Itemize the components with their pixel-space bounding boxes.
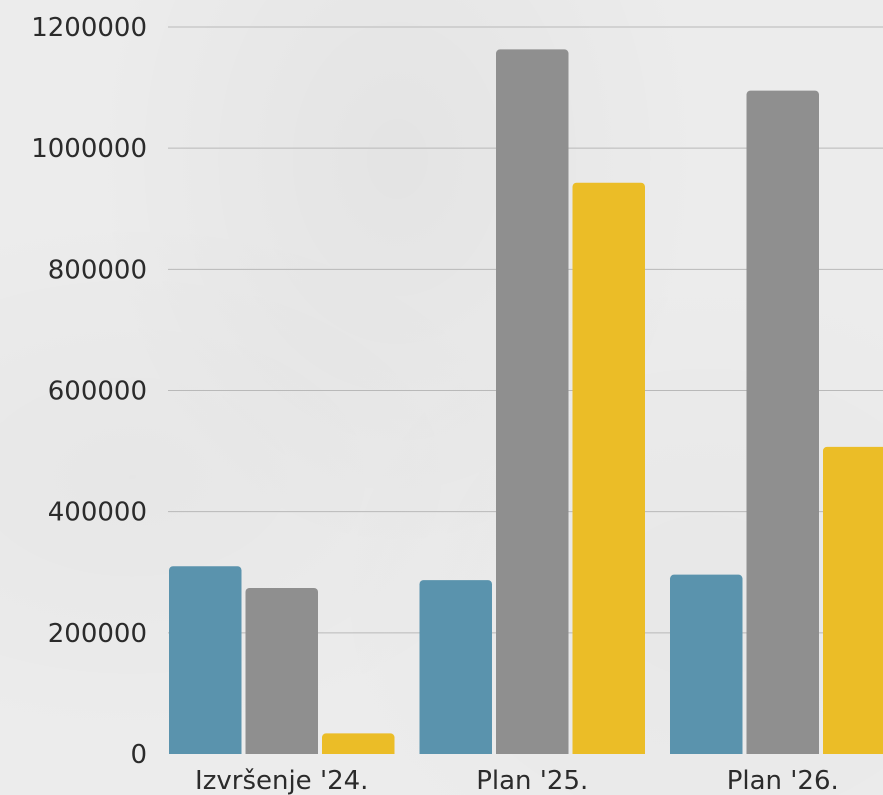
x-axis-categories: Izvršenje '24. Plan '25. Plan '26. <box>195 766 839 795</box>
y-tick-label-800000: 800000 <box>48 255 147 285</box>
bar-1-series-1 <box>169 566 242 754</box>
y-tick-label-200000: 200000 <box>48 619 147 649</box>
bar-3-series-2 <box>746 90 819 754</box>
bars <box>169 49 883 754</box>
bar-1-series-2 <box>245 588 318 754</box>
y-tick-label-1200000: 1200000 <box>31 13 147 43</box>
y-tick-label-600000: 600000 <box>48 377 147 407</box>
bar-2-series-3 <box>572 182 645 754</box>
bar-2-series-2 <box>496 49 569 754</box>
bar-1-series-3 <box>322 733 395 754</box>
bar-2-series-1 <box>419 580 492 754</box>
bar-3-series-1 <box>670 574 743 754</box>
bar-3-series-3 <box>823 446 883 754</box>
x-category-label-3: Plan '26. <box>727 766 839 795</box>
y-tick-label-400000: 400000 <box>48 498 147 528</box>
x-category-label-1: Izvršenje '24. <box>195 766 368 795</box>
y-axis-ticks: 0 200000 400000 600000 800000 1000000 1200000 <box>31 13 147 770</box>
x-category-label-2: Plan '25. <box>476 766 588 795</box>
y-tick-label-1000000: 1000000 <box>31 134 147 164</box>
y-tick-label-0: 0 <box>130 740 147 770</box>
